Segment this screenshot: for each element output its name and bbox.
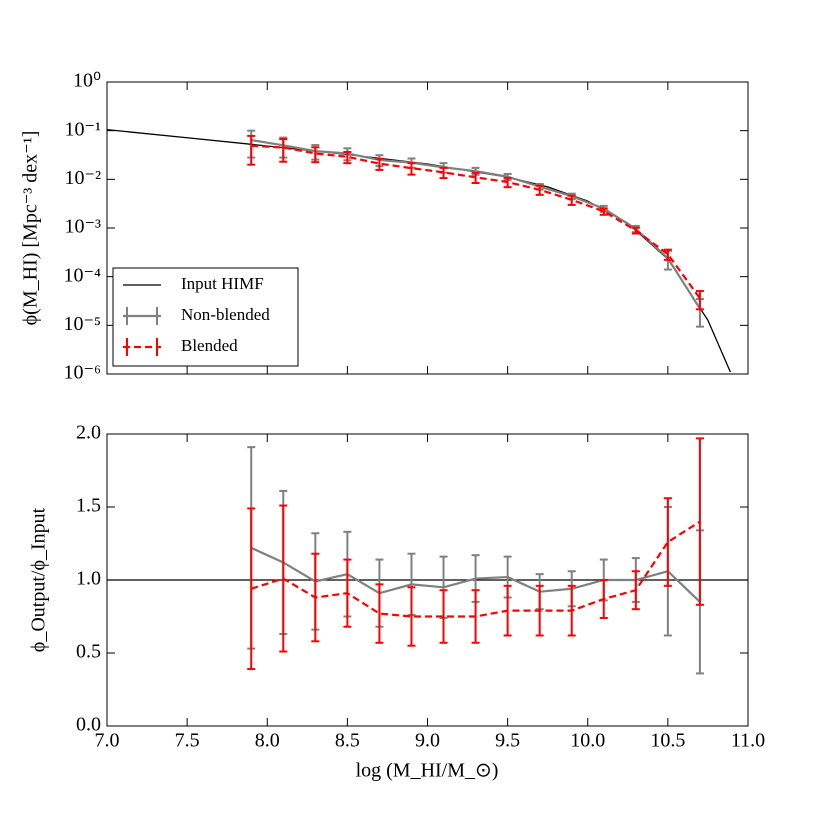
y-tick-label: 10⁻⁶ <box>63 362 101 384</box>
x-tick-label: 7.5 <box>175 730 200 752</box>
x-tick-label: 11.0 <box>731 730 765 752</box>
y-tick-label: 10⁰ <box>73 70 101 92</box>
y-tick-label: 1.5 <box>76 495 101 517</box>
plot-area <box>107 437 748 675</box>
x-tick-label: 8.0 <box>255 730 280 752</box>
y-tick-label: 10⁻² <box>64 167 101 189</box>
x-tick-label: 9.0 <box>415 730 440 752</box>
series-line <box>251 139 701 310</box>
x-tick-label: 10.0 <box>570 730 605 752</box>
x-tick-label: 9.5 <box>495 730 520 752</box>
y-tick-label: 0.5 <box>76 641 101 663</box>
y-tick-label: 2.0 <box>76 422 101 444</box>
y-tick-label: 10⁻⁵ <box>63 313 101 335</box>
y-tick-label: 1.0 <box>76 568 101 590</box>
x-tick-label: 7.0 <box>95 730 120 752</box>
y-axis-label: ϕ(M_HI) [Mpc⁻³ dex⁻¹] <box>20 131 42 326</box>
y-axis-label: ϕ_Output/ϕ_Input <box>28 507 50 652</box>
x-axis-label: log (M_HI/M_⊙) <box>356 760 499 782</box>
y-tick-label: 10⁻³ <box>64 216 101 238</box>
legend-label: Blended <box>181 336 238 355</box>
legend-label: Input HIMF <box>181 274 264 293</box>
legend-label: Non-blended <box>181 305 270 324</box>
plot-area <box>107 128 731 373</box>
y-tick-label: 10⁻¹ <box>64 118 101 140</box>
y-tick-label: 0.0 <box>76 714 101 736</box>
x-tick-label: 10.5 <box>650 730 685 752</box>
y-tick-label: 10⁻⁴ <box>63 264 101 286</box>
x-tick-label: 8.5 <box>335 730 360 752</box>
